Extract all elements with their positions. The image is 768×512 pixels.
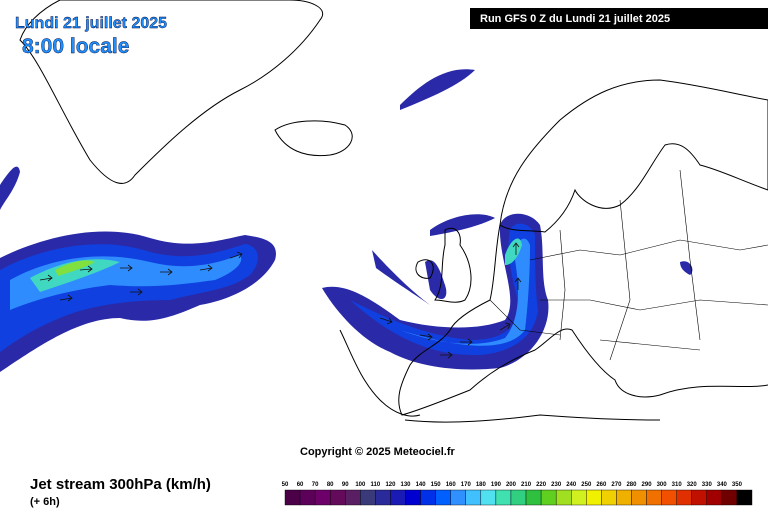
colorbar-swatch bbox=[435, 489, 451, 506]
copyright: Copyright © 2025 Meteociel.fr bbox=[300, 446, 456, 458]
borders bbox=[489, 169, 768, 361]
colorbar-label: 80 bbox=[327, 482, 334, 488]
colorbar-swatch bbox=[329, 489, 346, 506]
colorbar-label: 160 bbox=[446, 482, 457, 488]
colorbar-swatch bbox=[706, 489, 723, 506]
colorbar-swatch bbox=[510, 489, 527, 506]
colorbar-swatch bbox=[736, 489, 753, 506]
colorbar-swatch bbox=[284, 489, 301, 506]
colorbar-label: 50 bbox=[282, 482, 289, 488]
colorbar-label: 230 bbox=[551, 482, 562, 488]
colorbar-label: 150 bbox=[431, 482, 442, 488]
colorbar-swatch bbox=[450, 489, 466, 506]
colorbar-label: 340 bbox=[717, 482, 728, 488]
colorbar-label: 260 bbox=[596, 482, 607, 488]
colorbar-swatch bbox=[571, 489, 587, 506]
run-banner bbox=[470, 8, 768, 29]
colorbar-swatch bbox=[314, 489, 331, 506]
colorbar-label: 250 bbox=[581, 482, 592, 488]
time-label: 8:00 locale bbox=[22, 35, 129, 58]
colorbar-label: 310 bbox=[672, 482, 683, 488]
colorbar-swatch bbox=[555, 489, 572, 506]
colorbar-label: 180 bbox=[476, 482, 487, 488]
colorbar-swatch bbox=[390, 489, 406, 506]
colorbar-swatch bbox=[495, 489, 512, 506]
colorbar-label: 290 bbox=[642, 482, 653, 488]
colorbar-label: 210 bbox=[521, 482, 532, 488]
colorbar-label: 190 bbox=[491, 482, 502, 488]
colorbar-swatch bbox=[646, 489, 662, 506]
colorbar-swatch bbox=[616, 489, 632, 506]
colorbar-swatch bbox=[661, 489, 677, 506]
colorbar-label: 60 bbox=[297, 482, 304, 488]
run-label: Run GFS 0 Z du Lundi 21 juillet 2025 bbox=[480, 13, 670, 25]
colorbar-label: 110 bbox=[371, 482, 381, 488]
colorbar-label: 280 bbox=[626, 482, 637, 488]
colorbar-swatch bbox=[360, 489, 376, 506]
colorbar-swatch bbox=[420, 489, 436, 506]
colorbar-label: 240 bbox=[566, 482, 577, 488]
colorbar-swatch bbox=[375, 489, 391, 506]
colorbar-swatch bbox=[676, 489, 692, 506]
colorbar-label: 200 bbox=[506, 482, 517, 488]
colorbar-label: 70 bbox=[312, 482, 319, 488]
colorbar-swatch bbox=[691, 489, 708, 506]
colorbar-swatch bbox=[465, 489, 482, 506]
date-label: Lundi 21 juillet 2025 bbox=[15, 15, 167, 32]
product-title: Jet stream 300hPa (km/h) bbox=[30, 476, 211, 493]
colorbar-label: 130 bbox=[401, 482, 412, 488]
colorbar-label: 90 bbox=[342, 482, 349, 488]
colorbar-label: 270 bbox=[611, 482, 622, 488]
colorbar-label: 330 bbox=[702, 482, 713, 488]
colorbar-swatch bbox=[540, 489, 557, 506]
colorbar-swatch bbox=[586, 489, 602, 506]
colorbar-swatch bbox=[721, 489, 738, 506]
colorbar-swatch bbox=[299, 489, 316, 506]
wind-arrows bbox=[39, 242, 522, 359]
colorbar-label: 140 bbox=[416, 482, 427, 488]
colorbar-label: 120 bbox=[385, 482, 396, 488]
colorbar-label: 300 bbox=[657, 482, 668, 488]
colorbar-label: 350 bbox=[732, 482, 743, 488]
colorbar-swatch bbox=[601, 489, 617, 506]
colorbar: 50 60 70 80 90 100 110 120 130 140 150 160 170 180 190… bbox=[282, 482, 753, 506]
colorbar-label: 170 bbox=[461, 482, 472, 488]
colorbar-swatch bbox=[345, 489, 361, 506]
colorbar-swatch bbox=[631, 489, 647, 506]
colorbar-label: 320 bbox=[687, 482, 698, 488]
colorbar-swatch bbox=[405, 489, 421, 506]
colorbar-swatch bbox=[480, 489, 497, 506]
lead-time: (+ 6h) bbox=[30, 496, 60, 508]
colorbar-swatch bbox=[525, 489, 542, 506]
coastlines bbox=[19, 0, 768, 423]
colorbar-label: 220 bbox=[536, 482, 547, 488]
colorbar-label: 100 bbox=[355, 482, 366, 488]
